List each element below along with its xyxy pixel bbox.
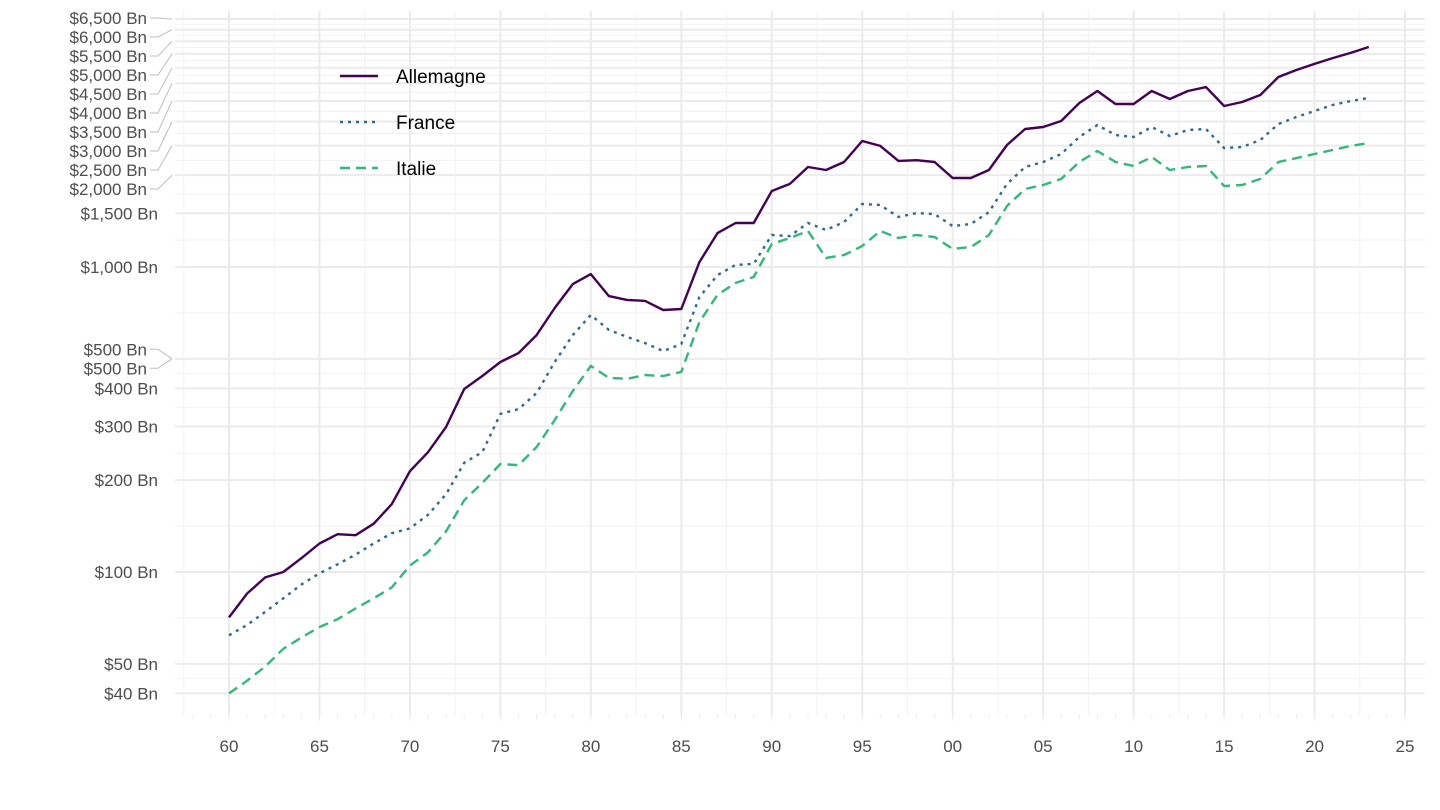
x-axis: 60 65 70 75 80 85 90 95 00 05 10 15 20 25 (220, 737, 1415, 756)
y-tick-label: $5,500 Bn (69, 47, 147, 66)
y-tick-label: $5,000 Bn (69, 66, 147, 85)
y-tick-leader (150, 348, 173, 360)
y-tick-label: $3,500 Bn (69, 123, 147, 142)
y-tick-label: $40 Bn (104, 684, 158, 703)
y-tick-leader (150, 100, 173, 133)
legend: Allemagne France Italie (340, 67, 486, 180)
x-tick-label: 85 (672, 737, 691, 756)
y-tick-label: $500 Bn (84, 340, 147, 359)
legend-label: France (396, 113, 455, 134)
y-tick-label: $100 Bn (95, 563, 158, 582)
series-lines (228, 45, 1370, 695)
y-tick-label: $4,000 Bn (69, 104, 147, 123)
y-tick-label: $1,000 Bn (80, 258, 158, 277)
x-tick-label: 25 (1396, 737, 1415, 756)
y-tick-label: $50 Bn (104, 655, 158, 674)
x-tick-label: 00 (943, 737, 962, 756)
y-tick-label: $1,500 Bn (80, 204, 158, 223)
series-line-allemagne (228, 45, 1370, 619)
y-tick-label: $400 Bn (95, 379, 158, 398)
x-tick-label: 65 (310, 737, 329, 756)
y-tick-label: $200 Bn (95, 471, 158, 490)
y-tick-leader (150, 29, 173, 38)
y-tick-leader (150, 358, 173, 369)
x-tick-label: 05 (1034, 737, 1053, 756)
y-tick-label: $3,000 Bn (69, 142, 147, 161)
legend-label: Allemagne (396, 67, 486, 88)
y-tick-label: $300 Bn (95, 417, 158, 436)
x-tick-label: 75 (491, 737, 510, 756)
x-tick-label: 70 (400, 737, 419, 756)
grid (175, 11, 1425, 721)
series-line-italie (228, 141, 1369, 695)
x-tick-label: 80 (581, 737, 600, 756)
y-tick-leader (150, 67, 173, 95)
y-tick-leader (150, 40, 173, 57)
y-tick-label: $2,500 Bn (69, 161, 147, 180)
x-tick-label: 60 (220, 737, 239, 756)
y-axis: $40 Bn $50 Bn $100 Bn $200 Bn $300 Bn $400 Bn… (69, 9, 173, 703)
x-tick-label: 95 (853, 737, 872, 756)
x-tick-label: 90 (762, 737, 781, 756)
legend-label: Italie (396, 159, 436, 180)
y-tick-leader (150, 121, 173, 152)
y-tick-leader (150, 17, 173, 20)
y-tick-label: $500 Bn (84, 359, 147, 378)
y-tick-leader (150, 145, 173, 171)
y-tick-label: $4,500 Bn (69, 85, 147, 104)
y-tick-label: $6,000 Bn (69, 28, 147, 47)
y-tick-leader (150, 53, 173, 76)
x-tick-label: 20 (1305, 737, 1324, 756)
y-tick-label: $6,500 Bn (69, 9, 147, 28)
x-tick-label: 10 (1124, 737, 1143, 756)
y-tick-label: $2,000 Bn (69, 180, 147, 199)
y-tick-leader (150, 83, 173, 114)
x-tick-label: 15 (1215, 737, 1234, 756)
y-tick-leader (150, 174, 173, 190)
